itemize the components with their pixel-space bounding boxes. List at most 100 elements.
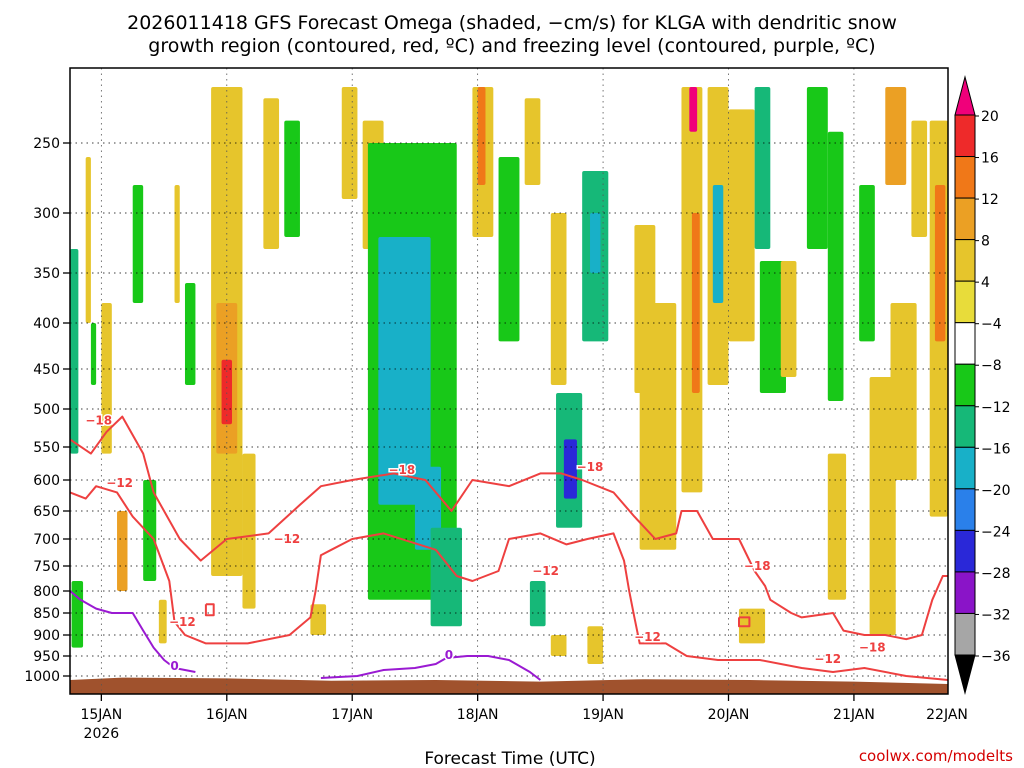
dgz-contour-loop [738,616,751,628]
colorbar-label: 16 [981,151,999,167]
colorbar-bin [954,156,976,199]
omega-shading [70,87,948,664]
x-tick-label: 16JAN [206,707,248,723]
omega-cell [498,157,520,342]
omega-cell [158,599,167,644]
omega-cell [310,604,327,635]
omega-cell [117,511,128,591]
omega-cell [639,303,677,550]
colorbar-label: −4 [981,317,1002,333]
dgz-contour-label: −18 [744,559,771,573]
dgz-contour-label: −12 [274,532,301,546]
omega-cell [691,213,700,393]
omega-cell [563,439,577,499]
y-tick-label: 700 [33,532,60,548]
freezing-level-line [69,590,196,673]
colorbar-bin [954,239,976,282]
omega-cell [754,87,771,249]
omega-cell [132,185,144,303]
omega-cell [806,87,828,249]
colorbar-bin [954,571,976,614]
dgz-contour-label: −18 [388,463,415,477]
colorbar-label: −32 [981,607,1011,623]
plot-frame [69,67,949,695]
omega-cell [587,626,604,664]
omega-cell [759,261,786,393]
y-tick-label: 800 [33,584,60,600]
colorbar-bin [954,612,976,656]
x-tick-label: 18JAN [457,707,499,723]
colorbar-label: −8 [981,358,1002,374]
x-tick-label: 19JAN [582,707,624,723]
omega-cell [728,109,755,342]
x-tick-label: 22JAN [926,707,968,723]
omega-cell [827,131,844,402]
omega-cell [341,87,358,199]
omega-cell [529,581,546,627]
omega-cell [550,213,567,385]
omega-cell [859,185,875,342]
omega-cell [71,581,84,648]
omega-cell [890,303,917,480]
y-tick-label: 350 [33,266,60,282]
dgz-contour-label: −12 [634,630,661,644]
freezing-level-label: 0 [445,648,453,662]
omega-cell [477,87,486,185]
colorbar-label: −12 [981,400,1011,416]
colorbar-bin [954,363,976,407]
chart-title-line-1: 2026011418 GFS Forecast Omega (shaded, −… [127,12,897,34]
colorbar-bin [954,280,976,324]
colorbar-bin [954,446,976,490]
omega-cell [712,185,724,303]
omega-cell [284,120,300,237]
omega-cell [174,185,180,303]
omega-cell [827,453,847,600]
colorbar-label: 12 [981,192,999,208]
colorbar-label: 20 [981,109,999,125]
y-tick-label: 550 [33,440,60,456]
grid-lines [70,68,948,694]
x-tick-label: 15JAN [80,707,122,723]
colorbar-label: −24 [981,524,1011,540]
y-tick-label: 450 [33,362,60,378]
x-tick-sublabel: 2026 [84,726,120,742]
x-tick-label: 17JAN [331,707,373,723]
colorbar: 20 16 12 8 4 −4 −8 −12 −16 −20 −24 −28 −32 −36 [954,75,1011,695]
y-tick-label: 250 [33,136,60,152]
omega-cell [934,185,946,342]
dgz-contour-label: −12 [814,652,841,666]
dgz-contour-label: −18 [859,641,886,655]
dgz-contour-label: −12 [169,615,196,629]
colorbar-bin [954,114,976,158]
credit-link[interactable]: coolwx.com/modelts [859,747,1013,765]
omega-cell [911,120,928,237]
colorbar-label: −16 [981,441,1011,457]
x-tick-label: 20JAN [708,707,750,723]
y-axis: 250 300 350 400 450 500 550 600 650 700 750 800 850 9… [24,136,70,685]
y-tick-label: 300 [33,206,60,222]
omega-cell [780,261,797,377]
omega-cell [590,213,601,273]
omega-cell [85,157,91,323]
omega-cell [143,480,157,581]
colorbar-bottom-arrow [954,654,976,695]
colorbar-bin [954,488,976,531]
omega-cell [869,377,896,635]
colorbar-bin [954,322,976,365]
omega-cell [394,377,415,467]
y-tick-label: 500 [33,402,60,418]
contour-lines: −18 −12 −12 −12 −12 −12 −18 −18 −18 −12 −18 0 0 [69,412,949,681]
colorbar-label: −28 [981,566,1011,582]
omega-cell [263,98,280,249]
colorbar-label: −20 [981,483,1011,499]
omega-cell [378,237,431,505]
x-axis: 15JAN 2026 16JAN 17JAN 18JAN 19JAN 20JAN 21JAN 2… [80,694,968,742]
omega-cell [885,87,907,185]
omega-cell [550,635,567,656]
dgz-contour-label: −18 [577,460,604,474]
y-tick-label: 900 [33,628,60,644]
dgz-contour-loop [204,603,215,617]
x-axis-label: Forecast Time (UTC) [424,749,595,768]
omega-cell [524,98,541,185]
